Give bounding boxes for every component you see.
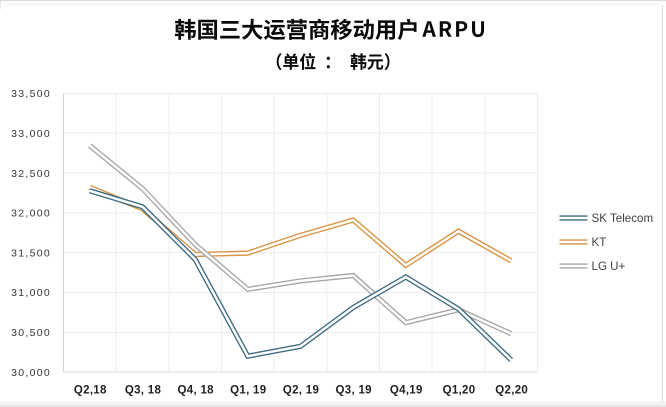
svg-text:Q2,20: Q2,20: [495, 385, 528, 397]
svg-text:Q3, 18: Q3, 18: [125, 385, 162, 397]
svg-text:32,000: 32,000: [11, 208, 51, 220]
svg-text:LG U+: LG U+: [592, 260, 626, 273]
svg-text:Q2,18: Q2,18: [74, 385, 107, 397]
svg-text:Q1,20: Q1,20: [443, 385, 476, 397]
svg-text:SK Telecom: SK Telecom: [592, 212, 654, 225]
svg-text:31,000: 31,000: [11, 287, 51, 299]
svg-text:KT: KT: [592, 236, 607, 249]
svg-text:Q2, 19: Q2, 19: [283, 385, 319, 397]
svg-text:33,000: 33,000: [11, 128, 51, 140]
svg-text:30,500: 30,500: [11, 327, 51, 339]
svg-text:30,000: 30,000: [11, 367, 51, 379]
svg-text:Q3, 19: Q3, 19: [336, 385, 372, 397]
svg-text:Q4,19: Q4,19: [390, 385, 423, 397]
svg-text:Q4, 18: Q4, 18: [178, 385, 215, 397]
svg-text:32,500: 32,500: [11, 168, 51, 180]
svg-text:31,500: 31,500: [11, 247, 51, 259]
svg-text:Q1, 19: Q1, 19: [230, 385, 266, 397]
svg-text:33,500: 33,500: [11, 88, 51, 100]
